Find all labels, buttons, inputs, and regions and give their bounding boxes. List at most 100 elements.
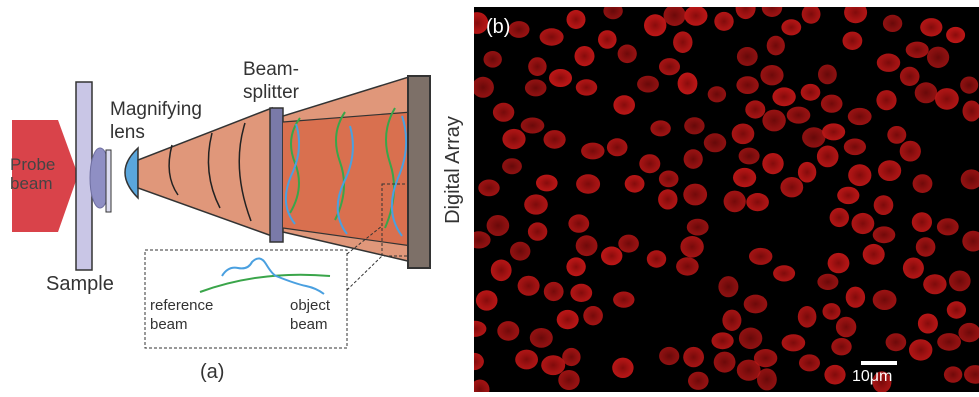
red-blood-cell: [528, 222, 547, 240]
red-blood-cell: [491, 260, 512, 282]
red-blood-cell: [732, 124, 755, 145]
red-blood-cell: [558, 370, 579, 390]
red-blood-cell: [946, 27, 965, 43]
red-blood-cell: [749, 248, 772, 265]
red-blood-cell: [664, 7, 686, 26]
red-blood-cell: [913, 174, 933, 193]
probe-label-line2: beam: [10, 175, 55, 192]
red-blood-cell: [575, 46, 595, 66]
red-blood-cell: [848, 164, 871, 186]
red-blood-cell: [801, 84, 821, 101]
red-blood-cell: [576, 79, 597, 95]
red-blood-cell: [525, 79, 547, 96]
magnifying-lens-icon: [125, 148, 138, 198]
red-blood-cell: [937, 218, 959, 235]
red-blood-cell: [802, 7, 821, 24]
probe-label-line1: Probe: [10, 156, 55, 173]
red-blood-cell: [824, 365, 845, 385]
red-blood-cell: [798, 162, 816, 183]
inset-object-label: object beam: [290, 298, 330, 332]
red-blood-cell: [916, 237, 936, 257]
red-blood-cell: [476, 290, 498, 310]
red-blood-cell: [944, 366, 962, 382]
red-blood-cell: [639, 154, 660, 173]
red-blood-cell: [684, 7, 707, 26]
beamsplitter-label: Beam- splitter: [243, 60, 299, 102]
red-blood-cell: [949, 271, 971, 292]
red-blood-cell: [780, 177, 803, 197]
red-blood-cell: [877, 54, 900, 72]
red-blood-cell: [878, 160, 901, 181]
red-blood-cell: [704, 133, 726, 152]
red-blood-cell: [484, 51, 502, 68]
red-blood-cell: [478, 180, 499, 197]
red-blood-cell: [683, 184, 707, 206]
red-blood-cell: [817, 274, 838, 290]
red-blood-cell: [746, 193, 769, 211]
red-blood-cell: [915, 82, 938, 103]
red-blood-cell: [906, 42, 929, 58]
red-blood-cell: [684, 117, 704, 134]
red-blood-cell: [836, 317, 856, 338]
red-blood-cell: [846, 287, 865, 308]
red-blood-cell: [474, 77, 494, 98]
red-blood-cell: [823, 303, 841, 320]
red-blood-cell: [658, 189, 677, 209]
red-blood-cell: [601, 247, 622, 266]
red-blood-cell: [581, 143, 604, 160]
red-blood-cell: [958, 323, 979, 342]
red-blood-cell: [708, 86, 726, 102]
red-blood-cell: [744, 295, 768, 314]
red-blood-cell: [863, 244, 885, 265]
red-blood-cell: [961, 169, 979, 189]
red-blood-cell: [767, 36, 785, 56]
red-blood-cell: [618, 45, 637, 64]
red-blood-cell: [524, 194, 548, 214]
red-blood-cell: [570, 284, 592, 302]
holography-setup-diagram: [0, 0, 470, 392]
panel-a-caption: (a): [200, 362, 224, 382]
red-blood-cell: [773, 265, 795, 281]
red-blood-cell: [684, 149, 703, 169]
red-blood-cell: [549, 69, 572, 87]
red-blood-cell: [733, 168, 756, 187]
red-blood-cell: [518, 276, 540, 296]
red-blood-cell: [960, 77, 978, 94]
red-blood-cell: [557, 310, 579, 329]
red-blood-cell: [782, 334, 806, 351]
red-blood-cell: [963, 101, 979, 122]
scale-bar-label: 10μm: [852, 369, 892, 385]
red-blood-cell: [918, 314, 938, 334]
red-blood-cell: [474, 380, 490, 393]
red-blood-cell: [613, 95, 635, 114]
red-blood-cell: [676, 257, 699, 275]
red-blood-cell: [566, 257, 585, 276]
red-blood-cell: [683, 347, 704, 367]
red-blood-cell: [887, 126, 906, 144]
red-blood-cell: [618, 235, 639, 253]
beamsplitter: [270, 108, 283, 242]
beamsplitter-label-line1: Beam-: [243, 60, 299, 79]
lens-label-line2: lens: [110, 123, 202, 142]
red-blood-cell: [760, 65, 783, 85]
inset-reference-label: reference beam: [150, 298, 213, 332]
red-blood-cell: [576, 235, 598, 256]
inset-object-line1: object: [290, 298, 330, 313]
red-blood-cell: [688, 372, 709, 390]
red-blood-cell: [909, 339, 932, 360]
red-blood-cell: [947, 301, 966, 318]
red-blood-cell: [673, 31, 692, 53]
red-blood-cell: [613, 292, 634, 308]
red-blood-cell: [530, 328, 553, 348]
red-blood-cell: [837, 187, 859, 204]
red-blood-cell: [821, 95, 843, 113]
red-blood-cell: [737, 360, 761, 381]
red-blood-cell: [687, 219, 709, 236]
red-blood-cell: [536, 175, 558, 192]
red-blood-cell: [781, 19, 801, 35]
red-blood-cell: [802, 127, 825, 147]
red-blood-cell: [722, 310, 741, 331]
sample-label: Sample: [46, 274, 114, 294]
inset-reference-line2: beam: [150, 317, 213, 332]
red-blood-cell: [787, 107, 811, 124]
